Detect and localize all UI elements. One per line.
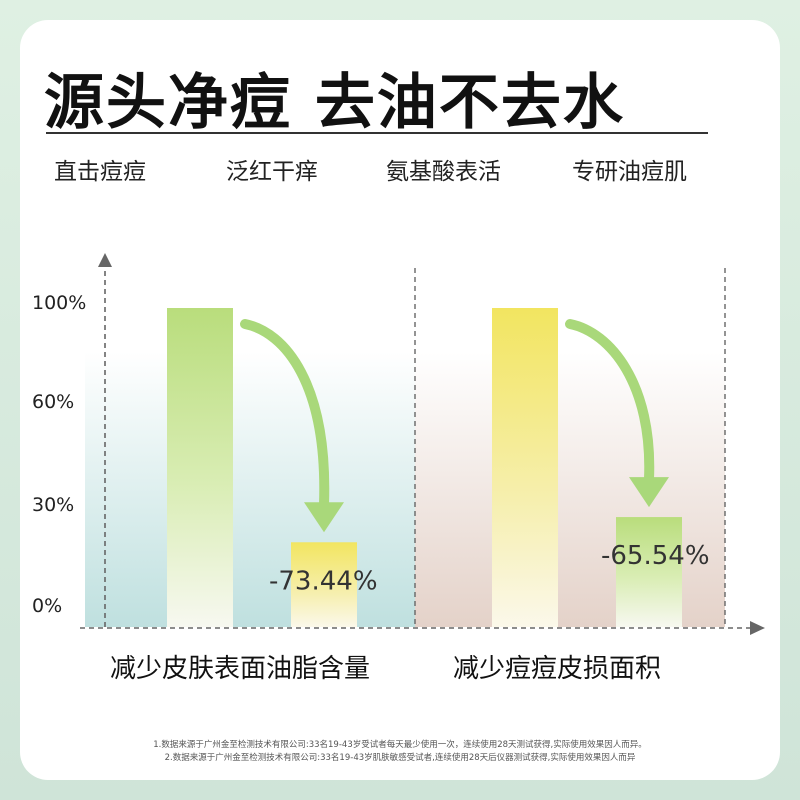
- feature-label: 专研油痘肌: [572, 159, 687, 185]
- decrease-arrowhead: [629, 477, 669, 508]
- decrease-arrowhead: [304, 502, 344, 533]
- y-tick-label: 30%: [32, 494, 74, 516]
- x-axis-arrowhead: [750, 621, 765, 635]
- chart-area: -73.44% -65.54% 0% 30% 60% 100%: [32, 253, 765, 635]
- panel-title-acne: 减少痘痘皮损面积: [453, 654, 662, 684]
- bar: [616, 517, 682, 627]
- change-label: -73.44%: [269, 566, 378, 596]
- feature-label: 氨基酸表活: [386, 159, 501, 185]
- decrease-arrow: [565, 319, 655, 485]
- bar: [167, 308, 233, 627]
- bar: [492, 308, 558, 627]
- y-tick-label: 60%: [32, 391, 74, 413]
- decrease-arrow: [240, 319, 330, 510]
- y-axis-arrowhead: [98, 253, 112, 267]
- footnote-2: 2.数据来源于广州金至检测技术有限公司:33名19-43岁肌肤敏感受试者,连续使…: [164, 753, 636, 763]
- title-divider: [46, 132, 708, 134]
- footnote-1: 1.数据来源于广州金至检测技术有限公司:33名19-43岁受试者每天最少使用一次…: [153, 740, 647, 750]
- y-tick-label: 0%: [32, 595, 62, 617]
- panel-title-oil: 减少皮肤表面油脂含量: [110, 654, 371, 684]
- page-title: 源头净痘 去油不去水: [44, 68, 625, 138]
- feature-label: 直击痘痘: [54, 159, 146, 185]
- change-label: -65.54%: [601, 541, 710, 571]
- content-card: 源头净痘 去油不去水 直击痘痘 泛红干痒 氨基酸表活 专研油痘肌: [20, 20, 780, 780]
- bar: [291, 542, 357, 627]
- y-tick-label: 100%: [32, 292, 86, 314]
- feature-label: 泛红干痒: [226, 159, 318, 185]
